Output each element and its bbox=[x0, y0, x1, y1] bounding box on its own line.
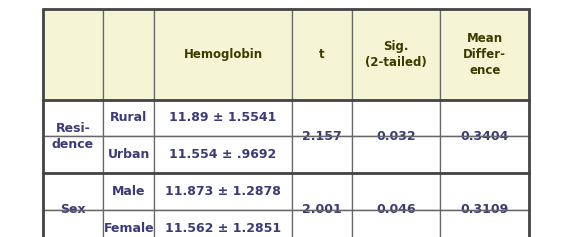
Text: 2.157: 2.157 bbox=[302, 130, 341, 143]
Bar bbox=[352, 9, 440, 100]
Bar bbox=[154, 100, 292, 136]
Text: Sig.
(2-tailed): Sig. (2-tailed) bbox=[366, 40, 427, 69]
Bar bbox=[154, 136, 292, 173]
Bar bbox=[440, 100, 529, 136]
Bar bbox=[292, 173, 352, 210]
Bar bbox=[440, 210, 529, 237]
Text: Female: Female bbox=[104, 222, 154, 235]
Text: Hemoglobin: Hemoglobin bbox=[184, 48, 263, 61]
Bar bbox=[440, 136, 529, 173]
Text: Sex: Sex bbox=[60, 203, 86, 216]
Bar bbox=[43, 210, 103, 237]
Bar bbox=[352, 173, 440, 210]
Bar bbox=[43, 100, 103, 136]
Text: Urban: Urban bbox=[108, 148, 150, 161]
Text: 11.554 ± .9692: 11.554 ± .9692 bbox=[169, 148, 277, 161]
Text: 11.89 ± 1.5541: 11.89 ± 1.5541 bbox=[169, 111, 277, 124]
Bar bbox=[352, 136, 440, 173]
Bar bbox=[43, 9, 103, 100]
Text: 0.046: 0.046 bbox=[376, 203, 416, 216]
Bar bbox=[292, 9, 352, 100]
Bar bbox=[154, 173, 292, 210]
Text: 0.3404: 0.3404 bbox=[460, 130, 509, 143]
Text: Rural: Rural bbox=[110, 111, 148, 124]
Text: 0.032: 0.032 bbox=[376, 130, 416, 143]
Bar bbox=[103, 9, 154, 100]
Text: 2.001: 2.001 bbox=[302, 203, 341, 216]
Bar bbox=[292, 100, 352, 136]
Text: 11.562 ± 1.2851: 11.562 ± 1.2851 bbox=[165, 222, 281, 235]
Bar bbox=[352, 210, 440, 237]
Bar bbox=[43, 9, 529, 237]
Bar bbox=[103, 100, 154, 136]
Bar bbox=[43, 173, 103, 210]
Bar bbox=[103, 210, 154, 237]
Bar bbox=[292, 136, 352, 173]
Text: 11.873 ± 1.2878: 11.873 ± 1.2878 bbox=[165, 185, 281, 198]
Bar bbox=[352, 100, 440, 136]
Bar bbox=[43, 136, 103, 173]
Bar bbox=[103, 136, 154, 173]
Text: Resi-
dence: Resi- dence bbox=[52, 122, 94, 151]
Bar bbox=[154, 210, 292, 237]
Text: 0.3109: 0.3109 bbox=[460, 203, 509, 216]
Text: Mean
Differ-
ence: Mean Differ- ence bbox=[463, 32, 506, 77]
Bar bbox=[103, 173, 154, 210]
Bar bbox=[154, 9, 292, 100]
Bar bbox=[440, 173, 529, 210]
Bar bbox=[440, 9, 529, 100]
Text: Male: Male bbox=[112, 185, 145, 198]
Bar bbox=[292, 210, 352, 237]
Text: t: t bbox=[319, 48, 324, 61]
